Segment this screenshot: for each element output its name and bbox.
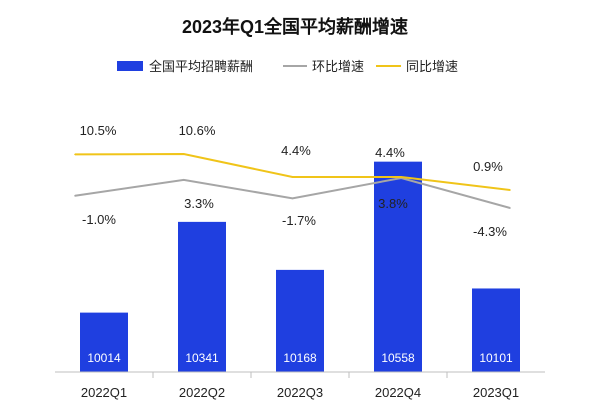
bar-value-2022Q1: 10014 (87, 351, 121, 365)
chart-title: 2023年Q1全国平均薪酬增速 (182, 16, 408, 37)
bar-value-2023Q1: 10101 (479, 351, 513, 365)
bar-2022Q3 (276, 269, 324, 372)
yoy-line-point-2022Q4 (400, 176, 403, 178)
yoy-line-point-2023Q1 (509, 189, 511, 191)
yoy-label-2022Q3: 4.4% (281, 143, 311, 158)
bar-value-2022Q4: 10558 (381, 351, 415, 365)
yoy-label-2022Q4: 4.4% (375, 145, 405, 160)
legend-swatch-bar (117, 61, 143, 71)
mom-line-point-2022Q2 (182, 179, 185, 181)
legend-label-bar: 全国平均招聘薪酬 (149, 59, 253, 74)
mom-label-2022Q1: -1.0% (82, 212, 116, 227)
mom-label-2022Q4: 3.8% (378, 196, 408, 211)
yoy-label-2023Q1: 0.9% (473, 159, 503, 174)
x-tick-2022Q1: 2022Q1 (81, 385, 127, 400)
mom-line-point-2023Q1 (509, 207, 511, 209)
mom-label-2022Q3: -1.7% (282, 213, 316, 228)
x-tick-2022Q2: 2022Q2 (179, 385, 225, 400)
x-axis-ticks: 2022Q1 2022Q2 2022Q3 2022Q4 2023Q1 (81, 372, 519, 400)
bar-2022Q4 (374, 161, 422, 372)
bar-value-2022Q2: 10341 (185, 351, 219, 365)
bar-2022Q2 (178, 221, 226, 372)
bar-value-2022Q3: 10168 (283, 351, 317, 365)
line-series (74, 152, 511, 209)
bar-2022Q1 (80, 312, 128, 372)
bar-2023Q1 (472, 288, 520, 372)
legend-label-mom: 环比增速 (312, 59, 364, 74)
data-labels: 10.5% 10.6% 4.4% 4.4% 0.9% -1.0% 3.3% -1.7% 3.8%… (80, 123, 513, 365)
yoy-line-point-2022Q2 (182, 153, 185, 155)
mom-line-point-2022Q1 (74, 194, 76, 197)
mom-label-2022Q2: 3.3% (184, 196, 214, 211)
yoy-line-point-2022Q3 (291, 176, 294, 178)
yoy-line-point-2022Q1 (74, 153, 76, 156)
legend: 全国平均招聘薪酬 环比增速 同比增速 (117, 59, 458, 74)
bar-series (80, 161, 520, 372)
yoy-line (74, 152, 511, 191)
yoy-label-2022Q2: 10.6% (179, 123, 216, 138)
x-tick-2022Q3: 2022Q3 (277, 385, 323, 400)
legend-label-yoy: 同比增速 (406, 59, 458, 74)
yoy-label-2022Q1: 10.5% (80, 123, 117, 138)
x-tick-2022Q4: 2022Q4 (375, 385, 421, 400)
mom-label-2023Q1: -4.3% (473, 224, 507, 239)
x-tick-2023Q1: 2023Q1 (473, 385, 519, 400)
mom-line-point-2022Q3 (291, 197, 294, 200)
